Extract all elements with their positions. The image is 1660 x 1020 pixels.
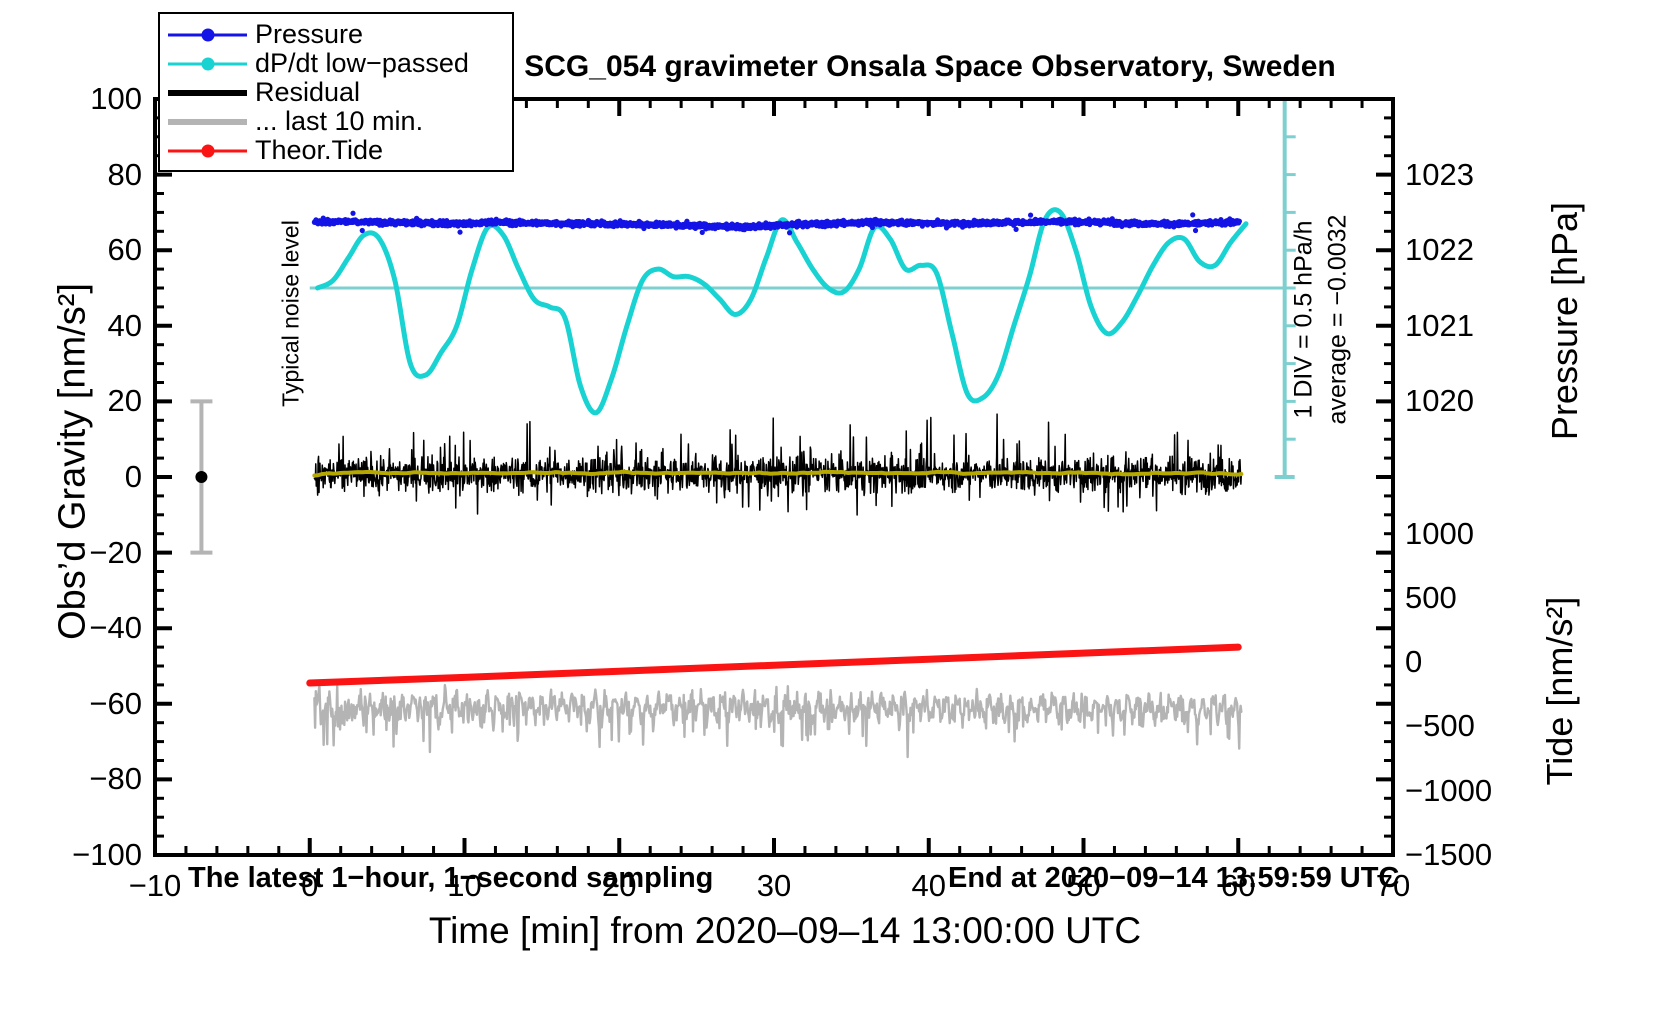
legend-item-label: dP/dt low−passed: [255, 48, 469, 78]
legend-swatch: [160, 78, 255, 107]
x-tick-label: −10: [128, 868, 182, 903]
legend-swatch: [160, 107, 255, 136]
y-tick-label-pressure: 1021: [1405, 307, 1474, 343]
series-theoretical-tide: [306, 643, 1242, 687]
y-tick-label-left: −80: [89, 761, 142, 797]
x-tick-label: 30: [756, 868, 792, 903]
noise-bar-center-dot: [195, 471, 208, 483]
y-tick-label-tide: 1000: [1405, 515, 1474, 551]
legend-marker-dot-icon: [201, 28, 214, 41]
legend-item-tide[interactable]: Theor.Tide: [160, 135, 512, 165]
footer-note-right: End at 2020−09−14 13:59:59 UTC: [948, 862, 1400, 894]
x-tick-label: 60: [1221, 868, 1256, 903]
y-tick-label-tide: 500: [1405, 579, 1457, 615]
y-tick-label-left: −40: [89, 610, 142, 646]
x-tick-label: 20: [602, 868, 637, 903]
chart-title: SCG_054 gravimeter Onsala Space Observat…: [524, 50, 1336, 83]
x-tick-label: 10: [447, 868, 482, 903]
y-tick-label-pressure: 1023: [1405, 156, 1474, 192]
average-label: average = −0.0032: [1323, 214, 1352, 425]
legend-item-label: Theor.Tide: [255, 135, 384, 165]
x-tick-label: 50: [1066, 868, 1101, 903]
legend-item-pressure[interactable]: Pressure: [160, 19, 512, 49]
y-tick-label-pressure: 1022: [1405, 232, 1474, 268]
y-tick-label-left: 60: [107, 232, 142, 268]
legend-swatch: [160, 49, 255, 78]
y-tick-label-pressure: 1020: [1405, 383, 1474, 419]
x-tick-label: 70: [1375, 868, 1411, 903]
legend-item-residual[interactable]: Residual: [160, 77, 512, 107]
y-tick-label-tide: −1500: [1405, 837, 1493, 872]
legend-item-label: ... last 10 min.: [255, 106, 424, 136]
legend[interactable]: Pressure dP/dt low−passed Residual... last…: [158, 12, 514, 172]
legend-swatch: [160, 20, 255, 49]
y-tick-label-left: 20: [107, 383, 142, 419]
y-tick-label-left: −60: [89, 685, 142, 721]
series-residual-running-mean: [312, 469, 1244, 478]
series-residual: [313, 413, 1243, 516]
y-tick-label-left: −20: [89, 534, 142, 570]
legend-marker-dot-icon: [201, 144, 214, 157]
y-tick-label-left: −100: [72, 837, 142, 872]
series-pressure: [311, 210, 1242, 236]
x-tick-label: 40: [911, 868, 946, 903]
y-tick-label-left: 40: [107, 307, 142, 343]
legend-line-icon: [168, 89, 247, 96]
y-tick-label-tide: 0: [1405, 644, 1423, 680]
noise-level-label: Typical noise level: [277, 220, 304, 407]
series-dpdt-lowpassed: [314, 207, 1249, 416]
series-last-10-min: [313, 683, 1243, 759]
x-axis-label: Time [min] from 2020–09–14 13:00:00 UTC: [428, 910, 1142, 951]
legend-item-last10[interactable]: ... last 10 min.: [160, 106, 512, 136]
legend-item-label: Pressure: [255, 19, 364, 49]
legend-item-dpdt[interactable]: dP/dt low−passed: [160, 48, 512, 78]
footer-note-left: The latest 1−hour, 1−second sampling: [188, 862, 714, 894]
legend-item-label: Residual: [255, 77, 361, 107]
legend-line-icon: [168, 118, 247, 125]
legend-swatch: [160, 136, 255, 165]
y-tick-label-left: 0: [124, 459, 142, 494]
y-tick-label-tide: −1000: [1405, 772, 1493, 808]
div-scale-label: 1 DIV = 0.5 hPa/h: [1289, 220, 1318, 419]
legend-marker-dot-icon: [201, 57, 214, 70]
x-tick-label: 0: [301, 868, 319, 903]
y-tick-label-left: 100: [90, 81, 142, 116]
y-tick-label-left: 80: [107, 156, 142, 192]
y-tick-label-tide: −500: [1405, 708, 1475, 744]
